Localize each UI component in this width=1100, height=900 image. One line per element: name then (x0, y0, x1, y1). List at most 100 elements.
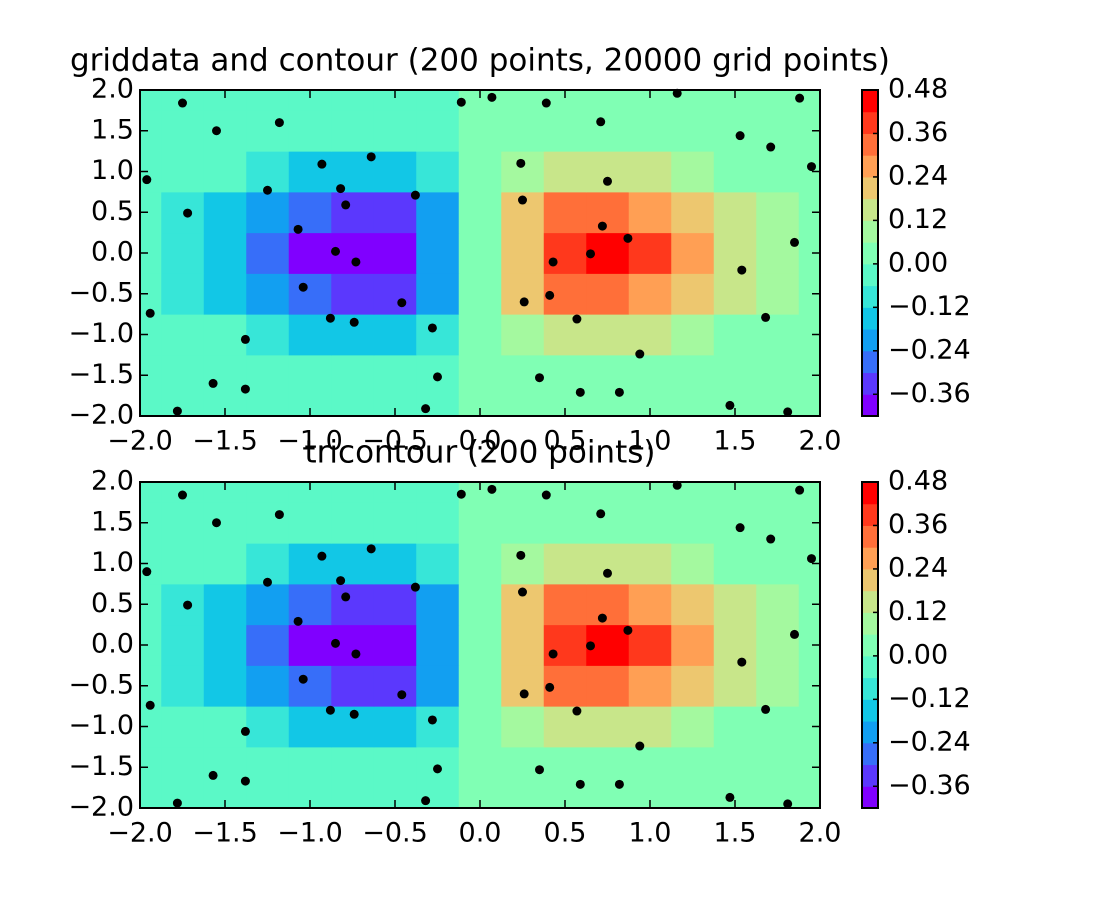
contour-cell (501, 543, 545, 585)
contour-cell (161, 314, 205, 356)
y-tick-label: −0.5 (68, 277, 134, 308)
contour-cell (161, 543, 205, 585)
contour-cell (458, 624, 502, 666)
colorbar-band (862, 350, 878, 374)
contour-cell (331, 395, 375, 416)
data-point (341, 592, 351, 602)
contour-cell (671, 502, 715, 544)
contour-cell (203, 706, 247, 748)
contour-cell (373, 395, 417, 416)
x-tick-label: −1.0 (277, 426, 343, 457)
colorbar-band (862, 263, 878, 287)
contour-cell (246, 746, 290, 789)
contour-cell (288, 110, 332, 152)
contour-cell (586, 273, 630, 315)
contour-cell (628, 273, 672, 315)
colorbar-band (862, 634, 878, 657)
colorbar-band (862, 307, 878, 330)
contour-cell (246, 151, 290, 193)
data-point (293, 224, 303, 234)
contour-cell (713, 354, 757, 397)
contour-cell (501, 706, 545, 748)
data-point (518, 587, 527, 597)
contour-cell (501, 314, 545, 356)
contour-cell (458, 583, 502, 626)
contour-cell (713, 314, 757, 356)
contour-cell (203, 191, 247, 234)
contour-cell (713, 746, 757, 789)
contour-cell (798, 90, 820, 111)
contour-cell (628, 191, 672, 234)
contour-cell (628, 395, 672, 416)
data-point (427, 323, 437, 333)
colorbar-band (862, 547, 878, 570)
colorbar-frame (861, 481, 879, 809)
data-point (325, 313, 335, 323)
y-tick-label: 0.5 (91, 196, 134, 227)
colorbar-tick-label: 0.12 (888, 204, 948, 235)
y-tick-label: −1.5 (68, 751, 134, 782)
data-point (603, 176, 612, 186)
data-point (519, 689, 529, 699)
contour-cell (671, 232, 715, 274)
contour-cell (246, 706, 290, 748)
contour-cell (501, 482, 545, 503)
contour-cell (203, 273, 247, 315)
contour-cell (458, 354, 502, 397)
contour-cell (288, 395, 332, 416)
contour-cell (203, 624, 247, 666)
data-point (397, 298, 407, 308)
data-point (240, 726, 250, 736)
data-point (456, 97, 466, 107)
contour-cell (203, 354, 247, 397)
colorbar-band (862, 503, 878, 526)
contour-cell (288, 665, 332, 707)
contour-cell (331, 273, 375, 315)
contour-cell (798, 502, 820, 544)
contour-cell (671, 583, 715, 626)
data-point (274, 118, 284, 128)
contour-cell (671, 354, 715, 397)
colorbar-tick-label: 0.36 (888, 509, 948, 540)
data-point (614, 387, 624, 397)
contour-cell (543, 191, 587, 234)
x-tick-label: −2.0 (107, 818, 173, 849)
contour-cell (756, 273, 800, 315)
contour-cell (373, 232, 417, 274)
data-point (456, 489, 466, 499)
contour-cell (671, 787, 715, 808)
contour-cell (203, 151, 247, 193)
data-point (548, 649, 558, 659)
contour-cell (713, 395, 757, 416)
contour-cell (501, 665, 545, 707)
contour-cell (373, 482, 417, 503)
contour-cell (246, 110, 290, 152)
colorbar-band (862, 677, 878, 700)
contour-cell (713, 543, 757, 585)
contour-cell (586, 482, 630, 503)
data-point (331, 638, 340, 648)
contour-cell (798, 191, 820, 234)
contour-cell (161, 706, 205, 748)
data-point (325, 705, 335, 715)
colorbar-tick-label: 0.24 (888, 552, 948, 583)
colorbar-band (862, 568, 878, 592)
data-point (145, 308, 155, 318)
contour-cell (501, 90, 545, 111)
contour-cell (161, 502, 205, 544)
contour-cell (331, 583, 375, 626)
contour-cell (203, 232, 247, 274)
x-tick-label: −0.5 (362, 426, 428, 457)
contour-cell (756, 746, 800, 789)
data-point (807, 162, 816, 172)
data-point (725, 400, 735, 410)
contour-cell (373, 151, 417, 193)
contour-cell (288, 543, 332, 585)
data-point (263, 185, 272, 195)
contour-cell (246, 583, 290, 626)
data-point (351, 649, 361, 659)
data-point (433, 764, 442, 774)
contour-cell (246, 273, 290, 315)
contour-cell (586, 583, 630, 626)
contour-cell (416, 90, 460, 111)
